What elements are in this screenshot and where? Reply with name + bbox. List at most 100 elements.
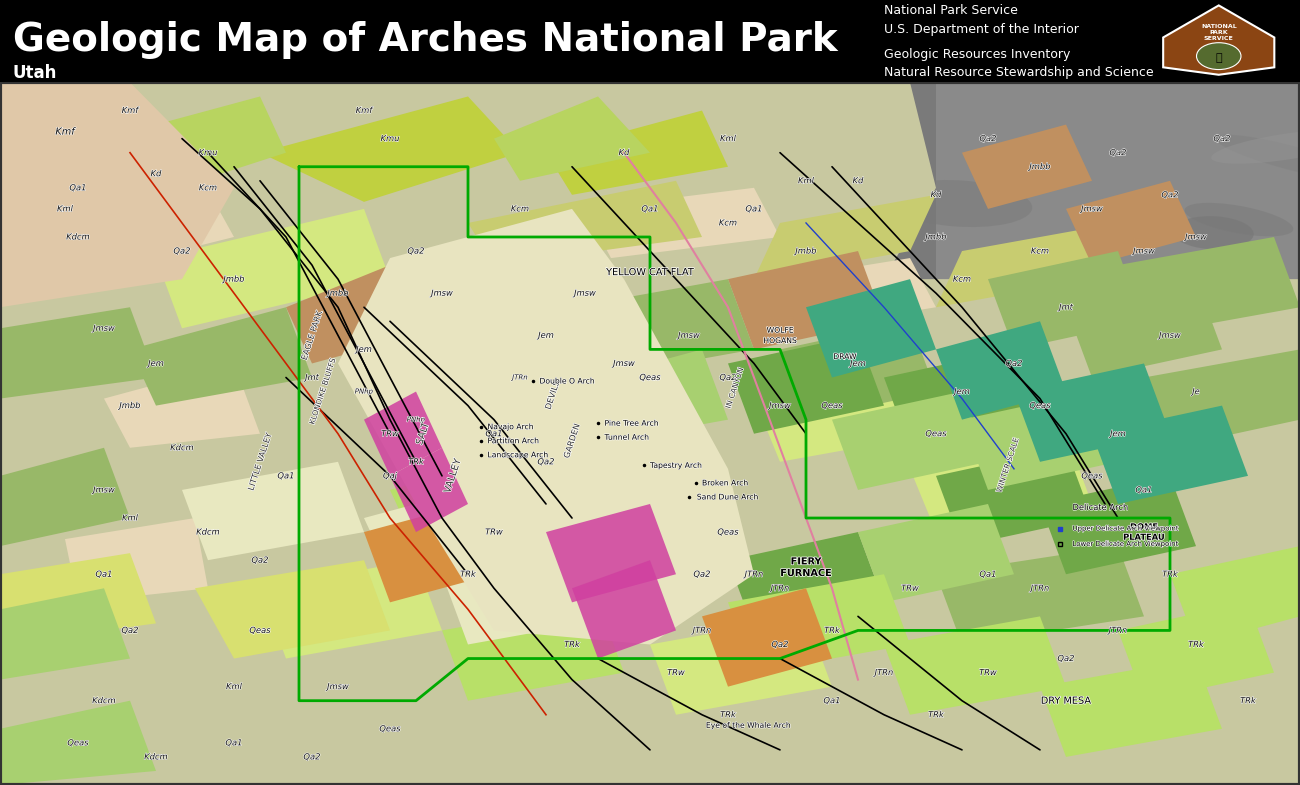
Polygon shape <box>988 251 1144 349</box>
Polygon shape <box>65 518 208 602</box>
Text: Qa2: Qa2 <box>173 246 191 256</box>
Text: Landscape Arch: Landscape Arch <box>488 451 549 459</box>
Text: Jem: Jem <box>538 330 554 340</box>
Text: TRk: TRk <box>1240 696 1256 705</box>
Circle shape <box>1196 42 1242 70</box>
Text: Kmu: Kmu <box>199 148 217 157</box>
Polygon shape <box>1118 602 1274 701</box>
Polygon shape <box>910 433 1092 532</box>
Text: TRk: TRk <box>564 640 580 649</box>
Polygon shape <box>884 349 1040 447</box>
Polygon shape <box>1066 181 1196 265</box>
Text: DEVILS: DEVILS <box>543 379 562 411</box>
Text: TRk: TRk <box>928 710 944 719</box>
Text: Jmsw: Jmsw <box>1134 246 1154 256</box>
Polygon shape <box>728 251 884 349</box>
Text: Delicate Arch: Delicate Arch <box>1072 503 1128 512</box>
Polygon shape <box>728 575 910 673</box>
Text: Qa1: Qa1 <box>485 429 503 438</box>
PathPatch shape <box>1164 5 1274 75</box>
Text: Kd: Kd <box>151 170 161 178</box>
Text: Kml: Kml <box>226 682 242 691</box>
Text: YELLOW CAT FLAT: YELLOW CAT FLAT <box>606 267 694 277</box>
Polygon shape <box>858 504 1014 602</box>
Text: SALT: SALT <box>415 422 430 446</box>
Ellipse shape <box>1097 369 1257 418</box>
Polygon shape <box>1092 406 1248 504</box>
Text: Jmbb: Jmbb <box>120 401 140 410</box>
Polygon shape <box>1040 476 1196 575</box>
Text: Kml: Kml <box>57 204 73 214</box>
Text: Kd: Kd <box>931 190 941 199</box>
Text: Qa2: Qa2 <box>1161 190 1179 199</box>
Polygon shape <box>286 265 416 363</box>
Text: JTRn: JTRn <box>771 584 789 593</box>
Text: TRk: TRk <box>1188 640 1204 649</box>
Ellipse shape <box>958 747 1035 785</box>
Text: Kml: Kml <box>122 513 138 523</box>
Polygon shape <box>494 97 650 181</box>
Polygon shape <box>260 97 520 202</box>
Text: Partition Arch: Partition Arch <box>488 436 540 445</box>
Ellipse shape <box>1212 130 1300 164</box>
Text: Kmf: Kmf <box>356 106 372 115</box>
Ellipse shape <box>1150 455 1243 483</box>
Polygon shape <box>754 195 936 279</box>
Text: Qa1: Qa1 <box>641 204 659 214</box>
Polygon shape <box>546 111 728 195</box>
Ellipse shape <box>1026 367 1190 408</box>
Text: Jmbb: Jmbb <box>1030 162 1050 171</box>
Text: Qa1: Qa1 <box>277 471 295 480</box>
Text: Geologic Map of Arches National Park: Geologic Map of Arches National Park <box>13 20 837 59</box>
Ellipse shape <box>913 277 1072 333</box>
Polygon shape <box>0 82 1300 785</box>
Polygon shape <box>364 476 546 575</box>
Text: JTRn: JTRn <box>1109 626 1127 635</box>
Text: Geologic Resources Inventory: Geologic Resources Inventory <box>884 48 1070 60</box>
Text: Qeas: Qeas <box>250 626 270 635</box>
Text: Jmsw: Jmsw <box>432 289 452 298</box>
Text: Qa2: Qa2 <box>979 134 997 143</box>
Text: Qa2: Qa2 <box>693 570 711 579</box>
Polygon shape <box>1118 237 1300 335</box>
Text: TRw: TRw <box>381 429 399 438</box>
Text: Kml: Kml <box>720 134 736 143</box>
Text: Kcm: Kcm <box>199 184 217 192</box>
Polygon shape <box>0 118 234 223</box>
Ellipse shape <box>1184 203 1294 236</box>
Polygon shape <box>455 307 676 420</box>
Polygon shape <box>1170 546 1300 644</box>
Text: Jmsw: Jmsw <box>94 485 114 495</box>
Text: Eye of the Whale Arch: Eye of the Whale Arch <box>706 721 790 730</box>
Polygon shape <box>962 125 1092 209</box>
Text: Je: Je <box>1192 387 1200 396</box>
Polygon shape <box>962 392 1118 490</box>
Text: Jem: Jem <box>356 345 372 354</box>
Text: Double O Arch: Double O Arch <box>540 377 594 385</box>
Polygon shape <box>546 504 676 602</box>
Polygon shape <box>0 447 130 546</box>
Polygon shape <box>182 462 364 560</box>
Polygon shape <box>338 209 754 644</box>
Text: Jmsw: Jmsw <box>1082 204 1102 214</box>
Text: Kcm: Kcm <box>1031 246 1049 256</box>
Text: Qeas: Qeas <box>68 739 88 747</box>
Text: TRk: TRk <box>408 458 424 466</box>
Polygon shape <box>572 279 754 378</box>
Ellipse shape <box>953 411 1037 455</box>
Text: Kmf: Kmf <box>122 106 138 115</box>
Text: TRw: TRw <box>667 668 685 677</box>
Polygon shape <box>0 588 130 680</box>
Text: Kmf: Kmf <box>56 126 74 137</box>
Polygon shape <box>364 392 442 476</box>
Polygon shape <box>728 532 884 630</box>
Ellipse shape <box>887 180 1032 227</box>
Text: JTRn: JTRn <box>875 668 893 677</box>
Ellipse shape <box>1210 608 1283 634</box>
Text: Qeas: Qeas <box>822 401 842 410</box>
Text: Jmsw: Jmsw <box>614 359 634 368</box>
Ellipse shape <box>1216 134 1300 181</box>
Polygon shape <box>936 82 1300 785</box>
Ellipse shape <box>927 757 1091 785</box>
Text: Jmsw: Jmsw <box>328 682 348 691</box>
